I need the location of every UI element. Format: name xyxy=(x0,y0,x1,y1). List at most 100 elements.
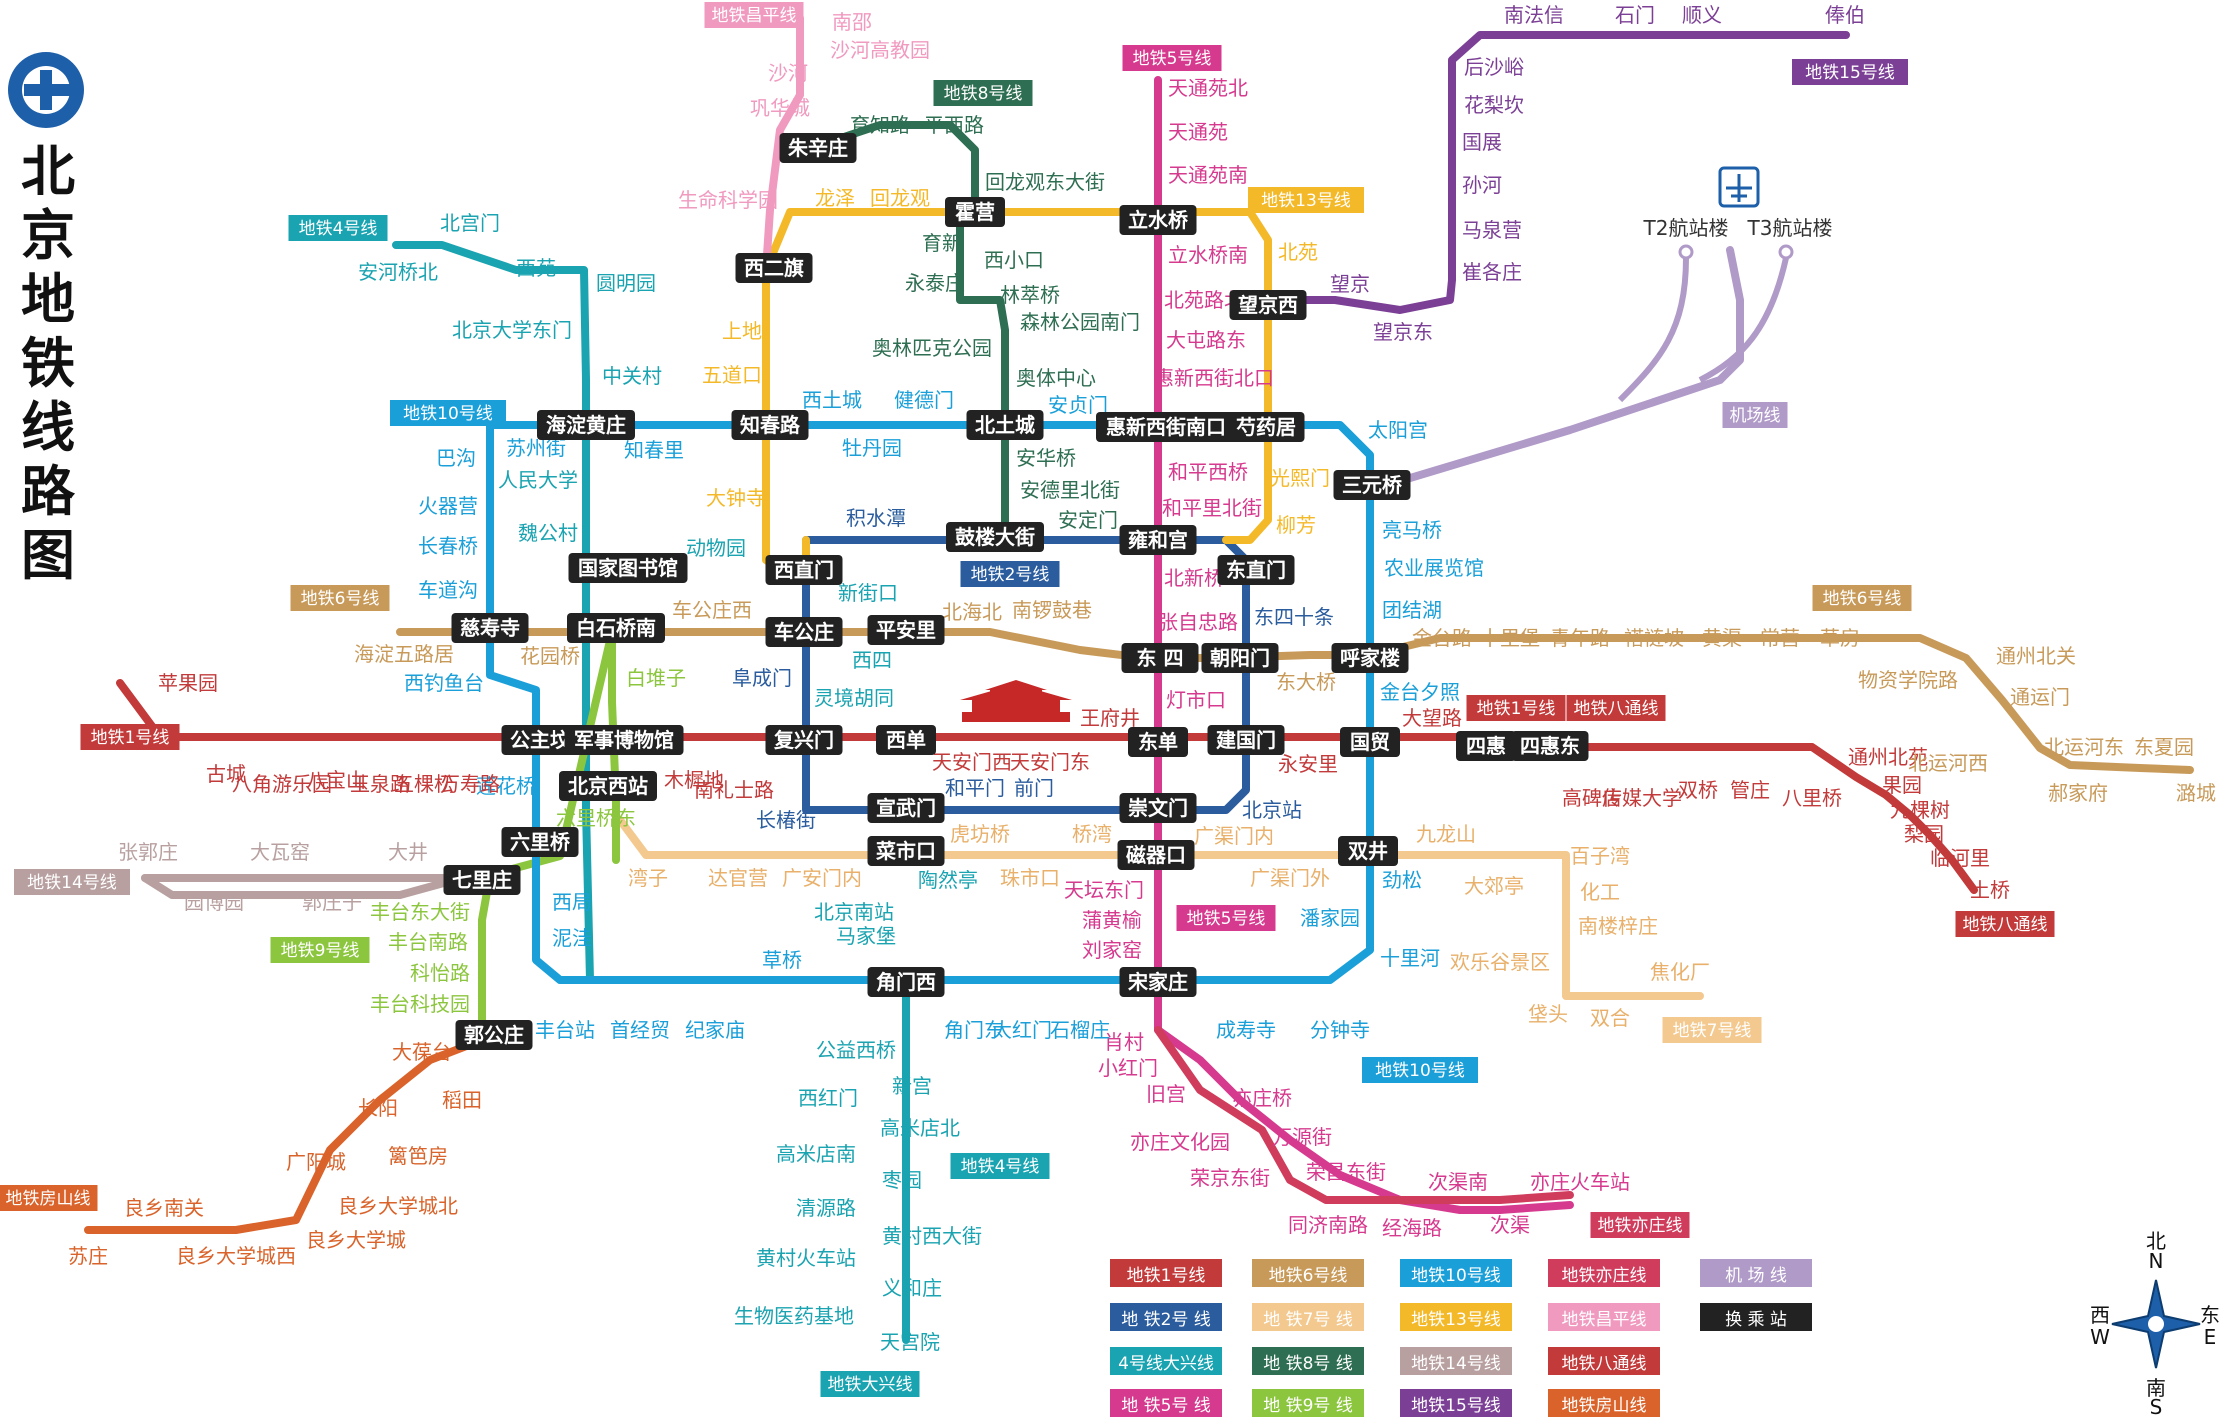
station[interactable]: 广渠门外 xyxy=(1250,866,1330,890)
station-label[interactable]: 回龙观东大街 xyxy=(985,170,1105,194)
interchange-box[interactable] xyxy=(966,410,1044,440)
station[interactable]: 天通苑 xyxy=(1168,120,1228,144)
interchange-box[interactable] xyxy=(501,725,579,755)
line-tag[interactable]: 地铁8号线 xyxy=(933,80,1033,106)
station[interactable]: 南礼士路 xyxy=(694,778,774,802)
station[interactable]: 双合 xyxy=(1590,1006,1630,1030)
station-label[interactable]: 通州北关 xyxy=(1996,644,2076,668)
interchange-label[interactable]: 呼家楼 xyxy=(1340,646,1400,670)
station-label[interactable]: 崔各庄 xyxy=(1462,260,1522,284)
station[interactable]: 天安门西 xyxy=(932,750,1012,774)
station[interactable]: 火器营 xyxy=(418,494,478,518)
station[interactable]: 西钓鱼台 xyxy=(404,671,484,695)
station[interactable]: 大井 xyxy=(388,840,428,864)
station-label[interactable]: 东夏园 xyxy=(2134,735,2194,759)
station-label[interactable]: 通运门 xyxy=(2010,685,2070,709)
interchange-box[interactable] xyxy=(945,197,1005,227)
station-label[interactable]: 北京站 xyxy=(1242,798,1302,822)
station[interactable]: 生物医药基地 xyxy=(734,1304,854,1328)
station[interactable]: 果园 xyxy=(1882,773,1922,797)
station-label[interactable]: 广阳城 xyxy=(286,1150,346,1174)
line-tag[interactable]: 地铁4号线 xyxy=(950,1153,1050,1179)
station[interactable]: 北京站 xyxy=(1242,798,1302,822)
interchange-station[interactable]: 七里庄 xyxy=(443,865,521,895)
station[interactable]: 长春桥 xyxy=(418,534,478,558)
station[interactable]: 桥湾 xyxy=(1072,822,1112,846)
station[interactable]: 五棵松 xyxy=(394,772,454,796)
station-label[interactable]: 西红门 xyxy=(798,1086,858,1110)
station[interactable]: 花梨坎 xyxy=(1464,93,1524,117)
interchange-station[interactable]: 北土城 xyxy=(966,410,1044,440)
station[interactable]: 草房 xyxy=(1820,626,1860,650)
station[interactable]: 潘家园 xyxy=(1300,906,1360,930)
station-label[interactable]: 花梨坎 xyxy=(1464,93,1524,117)
interchange-station[interactable]: 宋家庄 xyxy=(1119,967,1197,997)
line-tag-box[interactable] xyxy=(933,80,1033,106)
station[interactable]: 泥洼 xyxy=(552,926,592,950)
station[interactable]: 十里河 xyxy=(1380,946,1440,970)
line-tag-box[interactable] xyxy=(950,1153,1050,1179)
line-tag-box[interactable] xyxy=(0,1185,98,1211)
interchange-box[interactable] xyxy=(946,522,1044,552)
station-label[interactable]: 南法信 xyxy=(1504,3,1564,27)
line-tag-box[interactable] xyxy=(270,937,370,963)
station-label[interactable]: 丰台站 xyxy=(535,1018,595,1042)
line-tag-label[interactable]: 地铁2号线 xyxy=(971,565,1050,585)
station-label[interactable]: 国展 xyxy=(1462,130,1502,154)
station[interactable]: 稻田 xyxy=(442,1088,482,1112)
station-label[interactable]: 褡裢坡 xyxy=(1624,626,1684,650)
station[interactable]: 荣京东街 xyxy=(1190,1166,1270,1190)
station[interactable]: 新街口 xyxy=(838,581,898,605)
line-tag[interactable]: 地铁14号线 xyxy=(14,869,130,895)
station-label[interactable]: 亦庄桥 xyxy=(1232,1086,1292,1110)
station-label[interactable]: 广渠门外 xyxy=(1250,866,1330,890)
interchange-station[interactable]: 北京西站 xyxy=(559,771,657,801)
station[interactable]: 动物园 xyxy=(686,536,746,560)
line-tag-label[interactable]: 地铁八通线 xyxy=(1574,699,1659,719)
station[interactable]: 木樨地 xyxy=(664,768,724,792)
station[interactable]: 高米店北 xyxy=(880,1116,960,1140)
station[interactable]: 马家堡 xyxy=(836,924,896,948)
station[interactable]: 国展 xyxy=(1462,130,1502,154)
station[interactable]: 知春里 xyxy=(624,438,684,462)
station-label[interactable]: 人民大学 xyxy=(498,468,578,492)
line-tag-box[interactable] xyxy=(290,585,390,611)
interchange-label[interactable]: 西直门 xyxy=(774,558,834,582)
station[interactable]: 奥林匹克公园 xyxy=(872,336,992,360)
station[interactable]: 旧宫 xyxy=(1146,1082,1186,1106)
station-label[interactable]: 角门东 xyxy=(944,1018,1004,1042)
station-label[interactable]: 果园 xyxy=(1882,773,1922,797)
station[interactable]: 广渠门内 xyxy=(1194,824,1274,848)
station-label[interactable]: 珠市口 xyxy=(1000,866,1060,890)
station[interactable]: 俸伯 xyxy=(1825,3,1865,27)
interchange-box[interactable] xyxy=(1338,836,1398,866)
station[interactable]: 新宫 xyxy=(892,1074,932,1098)
station[interactable]: 荣昌东街 xyxy=(1306,1160,1386,1184)
station[interactable]: 虎坊桥 xyxy=(950,822,1010,846)
station[interactable]: 和平里北街 xyxy=(1162,496,1262,520)
interchange-station[interactable]: 知春路 xyxy=(731,410,809,440)
station[interactable]: 长椿街 xyxy=(756,808,816,832)
station[interactable]: 立水桥南 xyxy=(1168,243,1248,267)
station[interactable]: 太阳宫 xyxy=(1368,418,1428,442)
station[interactable]: 良乡大学城西 xyxy=(176,1244,296,1268)
interchange-label[interactable]: 望京西 xyxy=(1238,293,1298,317)
interchange-label[interactable]: 知春路 xyxy=(740,413,801,437)
station-label[interactable]: 垡头 xyxy=(1528,1002,1568,1026)
line-tag[interactable]: 地铁5号线 xyxy=(1122,45,1222,71)
station-label[interactable]: 苏庄 xyxy=(68,1244,108,1268)
line-tag-box[interactable] xyxy=(1812,585,1912,611)
station[interactable]: 五道口 xyxy=(702,363,762,387)
interchange-label[interactable]: 车公庄 xyxy=(774,620,834,644)
station[interactable]: 永安里 xyxy=(1278,752,1338,776)
station[interactable]: 郝家府 xyxy=(2048,781,2108,805)
station-label[interactable]: 物资学院路 xyxy=(1858,668,1958,692)
station[interactable]: 马泉营 xyxy=(1462,218,1522,242)
station[interactable]: 黄村火车站 xyxy=(756,1246,856,1270)
t2-terminal-label[interactable]: T2航站楼 xyxy=(1643,216,1729,240)
line-tag-label[interactable]: 机场线 xyxy=(1730,406,1781,426)
interchange-station[interactable]: 西二旗 xyxy=(735,253,813,283)
station[interactable]: 惠新西街北口 xyxy=(1154,366,1274,390)
station-label[interactable]: 西小口 xyxy=(984,248,1044,272)
station-label[interactable]: 六里桥东 xyxy=(556,806,636,830)
